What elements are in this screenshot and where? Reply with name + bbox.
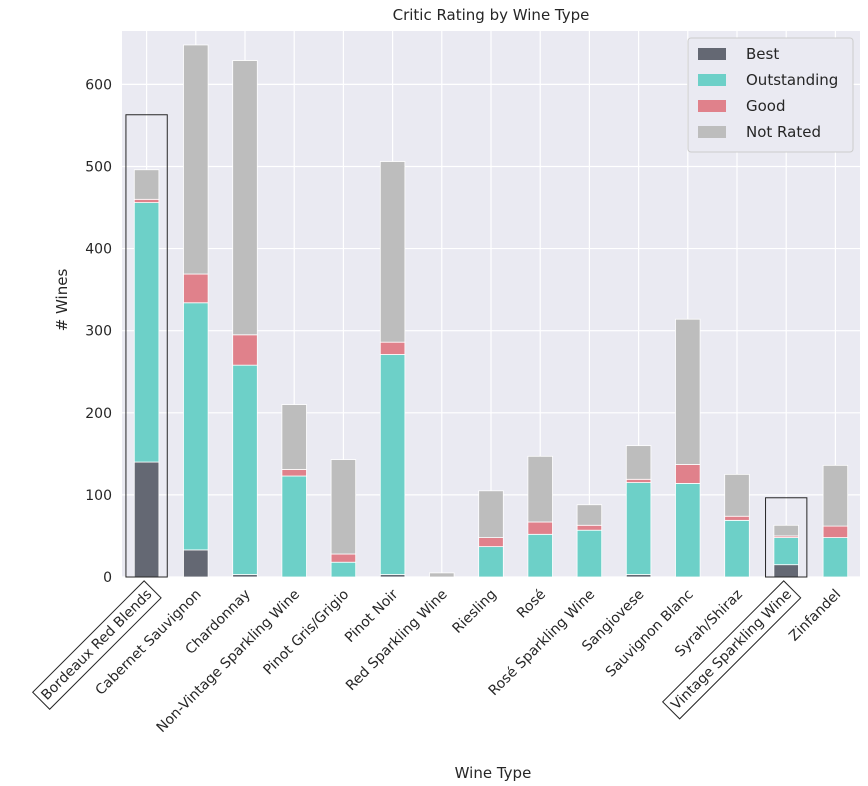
bar-segment: [625, 445, 652, 480]
bar-segment: [183, 549, 209, 578]
bar-segment: [232, 60, 258, 336]
bar-segment: [330, 553, 357, 563]
legend-swatch: [698, 74, 726, 86]
legend-box: [687, 37, 854, 153]
bar-segment: [773, 537, 799, 566]
bar-segment: [625, 478, 652, 483]
y-axis-label: # Wines: [53, 269, 71, 332]
legend-label: Not Rated: [746, 123, 821, 141]
bar-segment: [822, 537, 849, 578]
legend-swatch: [698, 126, 726, 138]
highlight-label-box: [661, 580, 802, 720]
bar-segment: [330, 561, 357, 578]
bar-segment: [478, 537, 504, 548]
y-tick-label: 500: [85, 159, 112, 175]
legend: Best Outstanding Good Not Rated: [687, 37, 854, 153]
bar-segment: [675, 464, 701, 484]
bar-segment: [527, 455, 553, 523]
bar-segment: [724, 515, 750, 521]
bar-segment: [576, 504, 603, 526]
x-tick-label: Riesling: [450, 587, 500, 637]
bar-segment: [133, 202, 160, 463]
bar-segment: [822, 464, 849, 527]
bar-segment: [773, 524, 799, 537]
bars: [133, 44, 849, 578]
highlight-box: [765, 497, 808, 578]
bar-segment: [379, 354, 406, 575]
bar-segment: [281, 469, 307, 477]
bar-segment: [822, 525, 849, 538]
legend-swatch: [698, 100, 726, 112]
y-tick-label: 0: [103, 570, 112, 586]
x-tick-label: Pinot Gris/Grigio: [260, 587, 352, 679]
y-tick-label: 600: [85, 77, 112, 93]
bar-segment: [281, 404, 307, 470]
chart-title: Critic Rating by Wine Type: [393, 6, 590, 24]
y-tick-label: 100: [85, 488, 112, 504]
bar-segment: [527, 521, 553, 535]
bar-segment: [576, 529, 603, 578]
bar-segment: [232, 364, 258, 575]
bar-segment: [183, 302, 209, 551]
x-tick-label: Sauvignon Blanc: [603, 587, 697, 681]
bar-segment: [183, 273, 209, 304]
bar-segment: [576, 524, 603, 531]
legend-label: Best: [746, 45, 779, 63]
legend-label: Outstanding: [746, 71, 838, 89]
bar-segment: [724, 519, 750, 578]
x-tick-label: Zinfandel: [786, 587, 844, 645]
bar-segment: [379, 341, 406, 355]
bar-segment: [330, 459, 357, 555]
y-tick-label: 300: [85, 324, 112, 340]
bar-segment: [429, 572, 455, 578]
y-tick-label: 400: [85, 242, 112, 258]
x-tick-label: Red Sparkling Wine: [343, 587, 451, 695]
bar-segment: [724, 473, 750, 517]
bar-segment: [675, 318, 701, 465]
bar-segment: [281, 475, 307, 578]
bar-segment: [478, 490, 504, 538]
legend-swatch: [698, 48, 726, 60]
highlight-boxes: [31, 114, 808, 720]
bar-segment: [527, 533, 553, 578]
bar-segment: [478, 546, 504, 578]
bar-segment: [133, 198, 160, 204]
y-tick-label: 200: [85, 406, 112, 422]
bar-segment: [773, 564, 799, 578]
bar-segment: [232, 334, 258, 366]
x-tick-label: Rosé: [514, 587, 549, 622]
bar-segment: [183, 44, 209, 275]
bar-segment: [133, 169, 160, 200]
y-ticks: 0 100 200 300 400 500 600: [85, 77, 112, 586]
bar-segment: [625, 482, 652, 575]
x-axis-label: Wine Type: [455, 764, 532, 782]
bar-segment: [133, 461, 160, 578]
legend-label: Good: [746, 97, 786, 115]
bar-segment: [675, 482, 701, 578]
highlight-box: [125, 114, 168, 578]
bar-segment: [379, 161, 406, 343]
highlight-label-box: [31, 580, 162, 710]
